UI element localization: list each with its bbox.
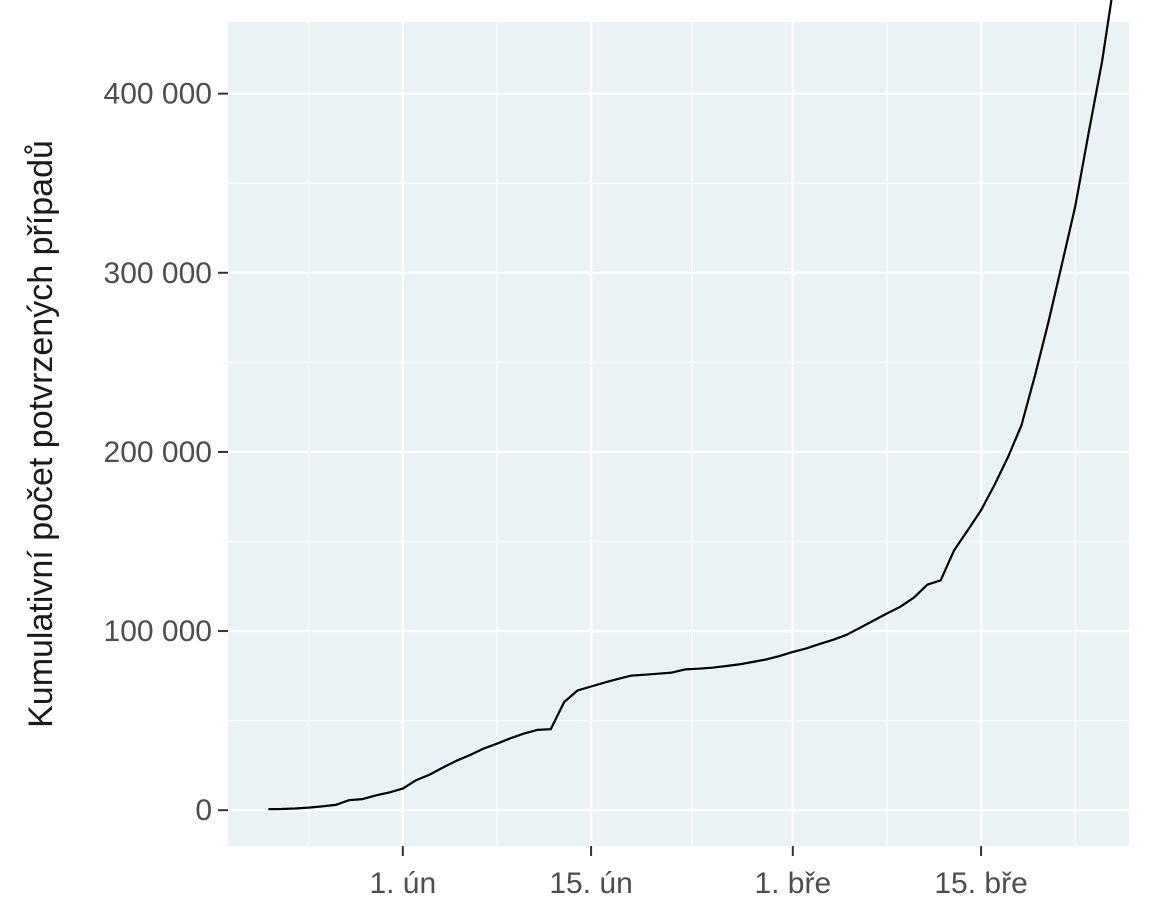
x-tick-label: 15. ún — [549, 867, 632, 900]
grid-minor — [228, 22, 1129, 846]
series-line — [268, 0, 1113, 811]
plot-panel — [228, 22, 1129, 846]
x-tick-label: 1. bře — [754, 867, 831, 900]
y-tick-label: 200 000 — [104, 436, 212, 469]
y-tick-label: 0 — [195, 794, 212, 827]
x-tick-label: 1. ún — [369, 867, 436, 900]
y-axis-title: Kumulativní počet potvrzených případů — [22, 140, 60, 728]
x-axis: 1. ún 15. ún 1. bře 15. bře — [369, 846, 1028, 900]
y-axis: 0 100 000 200 000 300 000 400 000 — [104, 78, 228, 827]
grid-major — [228, 22, 1129, 846]
y-tick-label: 400 000 — [104, 78, 212, 111]
y-tick-label: 100 000 — [104, 615, 212, 648]
x-tick-label: 15. bře — [934, 867, 1027, 900]
y-tick-label: 300 000 — [104, 257, 212, 290]
